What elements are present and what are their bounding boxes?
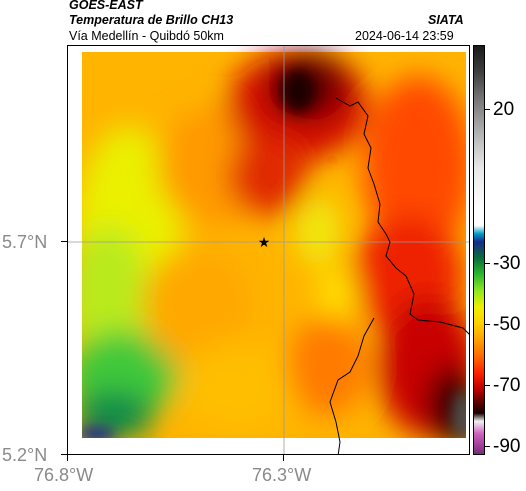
org-label: SIATA (428, 13, 464, 27)
route-label: Vía Medellín - Quibdó 50km (69, 29, 224, 43)
colorbar-tick-label: -90 (493, 436, 521, 457)
colorbar-tick-label: -50 (493, 314, 521, 335)
satellite-name: GOES-EAST (69, 0, 143, 12)
border-line (335, 97, 469, 335)
datetime-label: 2024-06-14 23:59 (355, 29, 454, 43)
border-line-south (329, 317, 375, 454)
star-icon: ★ (258, 235, 271, 251)
lon-label: 76.3°W (252, 465, 312, 485)
lat-label: 5.2°N (2, 445, 48, 465)
colorbar-tick-label: -30 (493, 253, 521, 274)
lon-label: 76.8°W (34, 465, 94, 485)
product-title: Temperatura de Brillo CH13 (69, 13, 234, 27)
colorbar-tick-label: 20 (493, 99, 515, 120)
colorbar-tick-label: -70 (493, 375, 521, 396)
colorbar (473, 45, 485, 455)
lat-label: 5.7°N (2, 232, 48, 252)
brightness-temperature-map: ★ (67, 45, 470, 455)
